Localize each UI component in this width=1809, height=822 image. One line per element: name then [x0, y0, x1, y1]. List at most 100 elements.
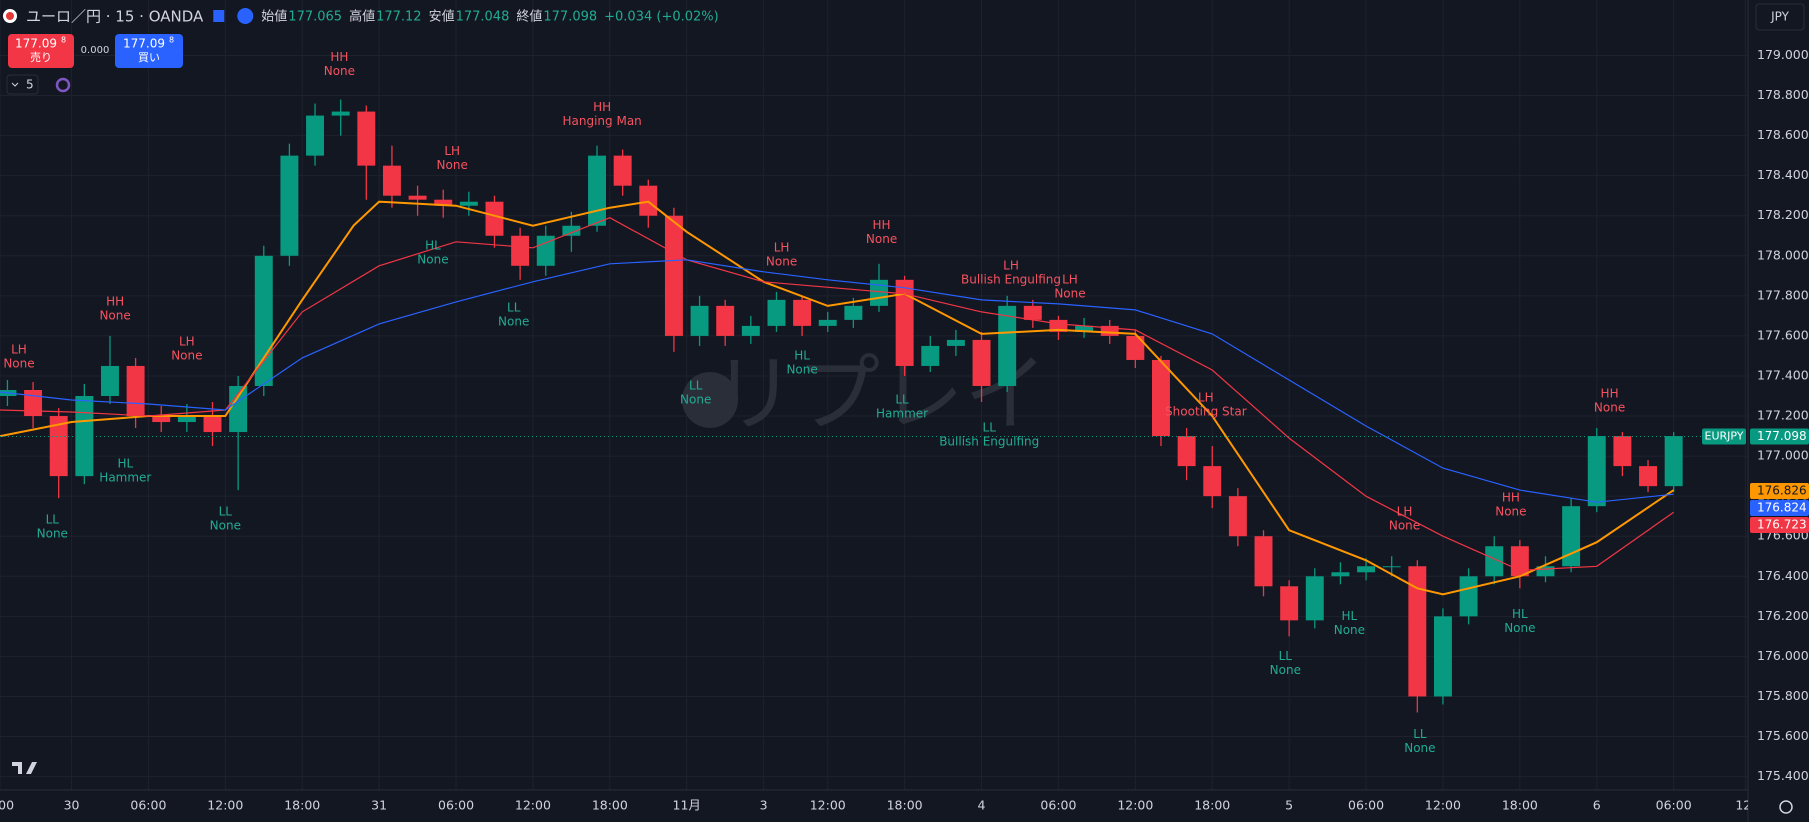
candle-body: [767, 299, 786, 326]
swing-pattern: None: [866, 232, 897, 246]
candle-body: [1203, 466, 1222, 497]
x-tick-label: 18:00: [1194, 798, 1230, 813]
swing-pattern: Hammer: [876, 407, 928, 421]
ohlc-label: 安値: [429, 9, 455, 25]
y-tick-label: 178.000: [1757, 247, 1809, 262]
sell-label[interactable]: 売り: [30, 51, 52, 64]
symbol: ユーロ／円 · 15 · OANDA: [26, 8, 204, 26]
swing-type: LL: [1279, 649, 1293, 663]
candle-body: [818, 319, 837, 326]
x-tick-label: 9:00: [0, 798, 14, 813]
candle-body: [946, 339, 965, 346]
sell-price[interactable]: 177.09: [15, 37, 57, 51]
swing-pattern: Shooting Star: [1165, 405, 1247, 419]
candle-body: [690, 305, 709, 336]
candle-body: [895, 279, 914, 366]
candle-body: [1254, 536, 1273, 587]
buy-pip[interactable]: 8: [169, 36, 174, 45]
ohlc-label: 終値: [516, 9, 542, 25]
candle-body: [49, 416, 68, 477]
y-tick-label: 175.400: [1757, 768, 1809, 783]
candle-body: [1177, 436, 1196, 467]
candle-body: [229, 385, 248, 433]
buy-price[interactable]: 177.09: [123, 37, 165, 51]
candle-body: [1485, 546, 1504, 577]
candle-body: [664, 215, 683, 336]
ma-tag-label: 176.826: [1757, 483, 1807, 497]
x-tick-label: 12:00: [1425, 798, 1461, 813]
candle-body: [536, 235, 555, 266]
candle-body: [870, 279, 888, 306]
x-tick-label: 3: [760, 798, 768, 813]
candle-body: [1305, 576, 1324, 621]
price-tag: [1750, 428, 1809, 445]
candle-body: [459, 201, 478, 206]
sell-button[interactable]: [8, 34, 74, 68]
swing-pattern: Bullish Engulfing: [939, 435, 1039, 449]
candle-body: [998, 305, 1017, 386]
currency[interactable]: JPY: [1770, 10, 1790, 24]
swing-pattern: None: [437, 158, 468, 172]
sell-pip[interactable]: 8: [61, 36, 66, 45]
swing-type: HH: [1601, 386, 1619, 400]
candle-body: [382, 165, 401, 196]
settings-icon[interactable]: [1779, 800, 1793, 814]
ma-tag: [1750, 516, 1809, 533]
candle-body: [357, 111, 376, 166]
plot: LHNoneHHNoneLHNoneHHNoneLHNoneHHHanging …: [0, 50, 1748, 755]
swing-pattern: None: [1270, 663, 1301, 677]
watermark: リプレイ: [712, 345, 1048, 443]
swing-pattern: None: [1594, 400, 1625, 414]
swing-pattern: None: [1054, 286, 1085, 300]
candle-body: [1357, 566, 1376, 573]
buy-button[interactable]: [115, 34, 183, 68]
y-tick-label: 178.800: [1757, 87, 1809, 102]
replay-icon[interactable]: [237, 8, 254, 24]
candle-body: [1613, 436, 1632, 467]
swing-type: HL: [117, 457, 133, 471]
swing-type: LL: [689, 378, 703, 392]
x-tick-label: 06:00: [1348, 798, 1384, 813]
x-tick-label: 12:00: [515, 798, 551, 813]
swing-type: HH: [106, 294, 124, 308]
x-tick-label: 06:00: [1040, 798, 1076, 813]
price-tags: EURJPY 177.098 176.826 176.824 176.723: [1702, 428, 1809, 533]
candle-body: [177, 416, 196, 423]
currency-button[interactable]: [1755, 3, 1805, 31]
swing-type: LH: [1397, 505, 1413, 519]
indicator-toggle[interactable]: [6, 74, 39, 95]
price-axis-bg: [1748, 0, 1809, 822]
swing-pattern: None: [1334, 623, 1365, 637]
x-tick-label: 12:00: [810, 798, 846, 813]
ma-line: [0, 200, 1675, 596]
candle-body: [408, 195, 427, 200]
y-tick-label: 178.200: [1757, 207, 1809, 222]
candle-body: [588, 155, 606, 226]
candle-body: [306, 115, 325, 156]
change: +0.034 (+0.02%): [604, 10, 719, 25]
ohlc-value: 177.065: [288, 10, 342, 25]
y-tick-label: 176.200: [1757, 608, 1809, 623]
candle-body: [24, 389, 43, 417]
buy-label[interactable]: 買い: [138, 51, 160, 64]
ohlc-value: 177.098: [543, 10, 597, 25]
candle-body: [100, 365, 119, 397]
tv-logo[interactable]: [12, 762, 37, 774]
swing-pattern: None: [1389, 519, 1420, 533]
candle-body: [280, 155, 299, 256]
indicator-count[interactable]: 5: [26, 78, 34, 92]
candle-body: [844, 305, 863, 320]
ohlc-value: 177.12: [376, 10, 422, 25]
candle-body: [126, 365, 145, 417]
candle-body: [1023, 305, 1042, 320]
